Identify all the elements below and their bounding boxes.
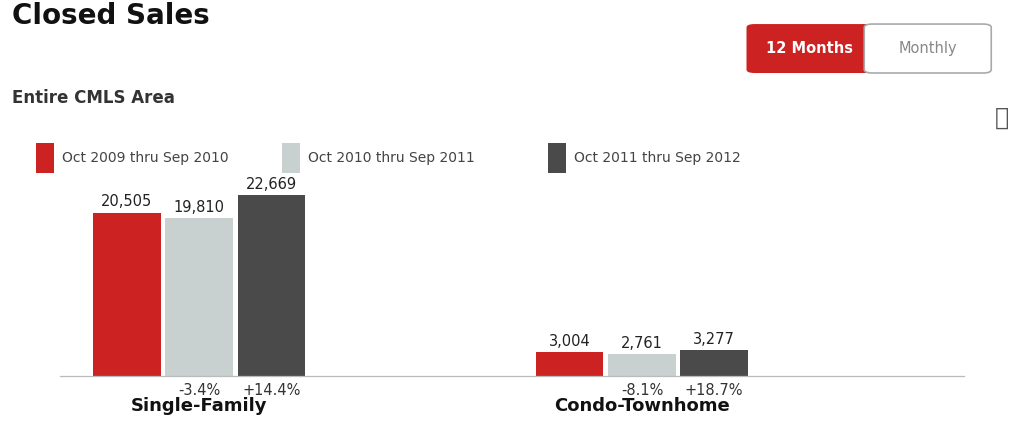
Bar bbox=[680, 350, 748, 376]
Text: +18.7%: +18.7% bbox=[685, 384, 743, 398]
Bar bbox=[93, 213, 161, 376]
Bar bbox=[537, 352, 603, 376]
Text: 2,761: 2,761 bbox=[621, 336, 663, 351]
Text: 22,669: 22,669 bbox=[246, 177, 297, 192]
Text: Monthly: Monthly bbox=[898, 41, 957, 56]
Text: Single-Family: Single-Family bbox=[131, 397, 267, 415]
Text: Entire CMLS Area: Entire CMLS Area bbox=[12, 89, 175, 107]
Text: Closed Sales: Closed Sales bbox=[12, 2, 210, 30]
Text: 12 Months: 12 Months bbox=[767, 41, 853, 56]
Text: -8.1%: -8.1% bbox=[621, 384, 664, 398]
Text: 20,505: 20,505 bbox=[101, 195, 153, 209]
Text: +14.4%: +14.4% bbox=[242, 384, 301, 398]
Text: 3,277: 3,277 bbox=[693, 332, 735, 347]
Text: ⎘: ⎘ bbox=[994, 106, 1009, 130]
Text: Oct 2011 thru Sep 2012: Oct 2011 thru Sep 2012 bbox=[574, 151, 741, 165]
Bar bbox=[238, 195, 305, 376]
Text: Condo-Townhome: Condo-Townhome bbox=[554, 397, 730, 415]
Bar bbox=[608, 354, 676, 376]
Bar bbox=[166, 218, 232, 376]
Text: 3,004: 3,004 bbox=[549, 334, 591, 349]
Text: -3.4%: -3.4% bbox=[178, 384, 220, 398]
Text: Oct 2010 thru Sep 2011: Oct 2010 thru Sep 2011 bbox=[308, 151, 475, 165]
Text: Oct 2009 thru Sep 2010: Oct 2009 thru Sep 2010 bbox=[62, 151, 229, 165]
Text: 19,810: 19,810 bbox=[174, 200, 224, 215]
